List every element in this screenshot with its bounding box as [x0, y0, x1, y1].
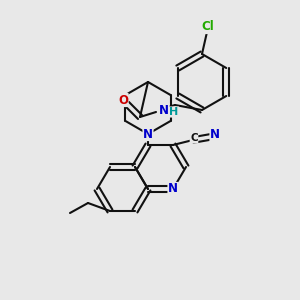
- Text: H: H: [169, 107, 178, 117]
- Text: C: C: [190, 133, 198, 143]
- Text: N: N: [159, 103, 169, 116]
- Text: N: N: [210, 128, 220, 142]
- Text: N: N: [168, 182, 178, 196]
- Text: Cl: Cl: [202, 20, 214, 34]
- Text: O: O: [118, 94, 128, 106]
- Text: N: N: [143, 128, 153, 140]
